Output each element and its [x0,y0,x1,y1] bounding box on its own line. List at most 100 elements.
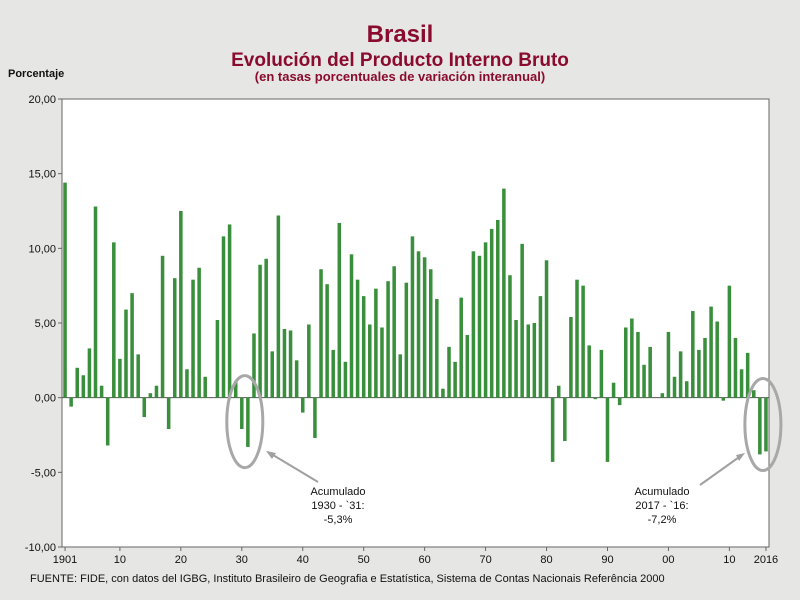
bar-1986 [581,285,585,398]
bar-1937 [282,328,287,398]
bar-1903 [75,367,79,398]
bar-1991 [611,382,616,398]
bar-1975 [514,320,518,398]
y-tick-label: 10,00 [28,243,56,255]
bar-1981 [550,397,555,462]
bar-1971 [489,228,494,398]
bar-1984 [569,317,573,398]
bar-1926 [215,320,220,398]
bar-1942 [313,397,317,438]
chart-subtitle-note: (en tasas porcentuales de variación inte… [255,69,545,84]
bar-1985 [575,279,579,398]
y-tick-label: 5,00 [35,318,56,330]
bar-2009 [721,397,726,401]
bar-1944 [325,284,329,398]
x-tick-label: 20 [175,554,187,566]
annotation-arrowhead-2016 [736,453,745,461]
annotation-1930: Acumulado 1930 - `31: -5,3% [225,374,366,526]
bar-1992 [617,397,622,406]
bar-1958 [410,236,415,398]
bar-1923 [197,267,201,398]
x-tick-label: 10 [114,554,126,566]
bar-1953 [380,327,384,398]
bar-2012 [739,369,744,398]
bar-1918 [166,397,171,430]
bar-1995 [636,331,640,398]
bar-1932 [252,333,256,398]
bar-1976 [520,243,524,398]
bar-1994 [630,318,634,398]
bar-1908 [105,397,110,446]
y-tick-label: -10,00 [25,542,56,554]
highlight-circle-1930 [225,374,265,470]
bar-series [63,182,768,462]
bar-1901 [63,182,67,398]
bar-1931 [246,397,250,447]
bar-1934 [264,258,268,398]
bar-1996 [642,364,646,398]
bar-1907 [99,385,104,398]
y-tick-label: 15,00 [28,169,56,181]
annotation-2016-line2: 2017 - `16: [635,500,688,512]
x-tick-label: 60 [419,554,431,566]
x-tick-label: 00 [662,554,674,566]
source-note: FUENTE: FIDE, con datos del IGBG, Instit… [30,573,665,585]
bar-1983 [563,397,567,441]
annotation-arrow-2016 [699,454,743,486]
bar-1916 [154,385,159,398]
bar-1935 [270,351,275,398]
bar-1904 [81,375,86,398]
bar-1965 [453,361,457,398]
bar-1959 [416,251,421,398]
bar-1922 [191,279,195,398]
bar-1970 [483,242,488,398]
bar-1956 [398,354,403,398]
plot-area [61,98,770,548]
bar-1974 [508,275,512,398]
x-tick-label: 2016 [754,554,778,566]
bar-1997 [648,346,652,398]
bar-1948 [349,254,354,398]
bar-1939 [294,360,299,398]
bar-2001 [672,376,677,398]
bar-1955 [392,266,396,398]
bar-1936 [276,215,281,398]
chart-title: Brasil [367,21,434,48]
x-tick-label: 1901 [53,554,77,566]
bar-1910 [118,358,122,398]
bar-1912 [130,293,134,398]
highlight-circle-2016 [743,377,783,472]
bar-1973 [502,188,506,398]
bar-2016 [764,397,768,452]
bar-1928 [227,224,232,398]
bar-1962 [435,299,439,398]
y-axis-ticks: 20,00 15,00 10,00 5,00 0,00 -5,00 -10,00 [25,94,62,554]
bar-2003 [684,381,689,398]
x-tick-label: 70 [479,554,491,566]
bar-1954 [386,281,390,398]
bar-1938 [288,330,293,398]
x-tick-label: 50 [358,554,370,566]
bar-1950 [361,296,366,398]
bar-2006 [703,337,707,398]
bar-1982 [556,385,561,398]
x-axis-ticks: 1901 10 20 30 40 50 60 70 80 90 00 10 2016 [53,547,778,566]
bar-1924 [203,376,207,398]
bar-2007 [709,306,713,398]
bar-1966 [459,297,463,398]
bar-2015 [758,397,762,455]
bar-1960 [422,257,427,398]
bar-1949 [355,279,360,398]
bar-1911 [124,309,128,398]
bar-1915 [148,393,153,398]
bar-1951 [368,324,372,398]
bar-1952 [374,288,378,398]
bar-2002 [678,351,683,398]
bar-1927 [221,236,226,398]
x-tick-label: 10 [723,554,735,566]
annotation-2016-line1: Acumulado [634,486,689,498]
annotation-arrowhead-1930 [266,451,276,459]
bar-1946 [337,222,342,398]
bar-1968 [471,251,476,398]
bar-2010 [727,285,732,398]
